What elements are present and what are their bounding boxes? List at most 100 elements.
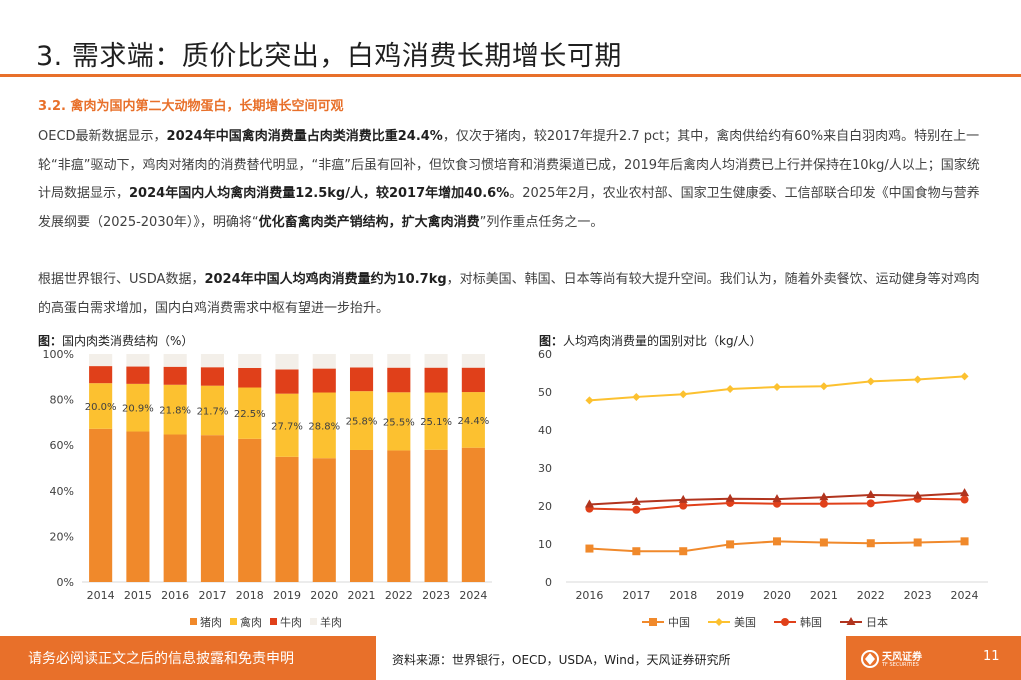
title-divider bbox=[0, 74, 1021, 77]
bar-segment bbox=[238, 367, 262, 388]
data-point bbox=[913, 375, 922, 384]
x-tick-label: 2019 bbox=[273, 589, 301, 602]
data-label: 20.0% bbox=[85, 402, 117, 413]
bar-segment bbox=[312, 368, 336, 393]
meat-structure-chart: 0% 20% 40% 60% 80% 100% 20.0% 2014 20.9% 2015 21.8… bbox=[43, 348, 492, 629]
x-tick-label: 2022 bbox=[857, 589, 885, 602]
x-tick-label: 2016 bbox=[161, 589, 189, 602]
bar-segment bbox=[387, 354, 411, 368]
data-point bbox=[773, 537, 781, 546]
y-tick-label: 20 bbox=[538, 500, 552, 513]
data-label: 25.8% bbox=[346, 417, 378, 428]
figure-2-title: 图：人均鸡肉消费量的国别对比（kg/人） bbox=[539, 332, 762, 349]
bar-segment bbox=[349, 367, 374, 392]
bar-segment bbox=[461, 354, 485, 368]
bar-segment bbox=[461, 367, 485, 393]
data-label: 28.8% bbox=[308, 421, 340, 432]
bar-segment bbox=[200, 435, 225, 582]
y-tick-label: 30 bbox=[538, 462, 552, 475]
bar-segment bbox=[126, 354, 150, 367]
bar-segment bbox=[424, 367, 448, 393]
data-label: 25.5% bbox=[383, 417, 415, 428]
y-tick-label: 40 bbox=[538, 424, 552, 437]
bar-segment bbox=[349, 449, 374, 582]
x-tick-label: 2024 bbox=[459, 589, 487, 602]
x-tick-label: 2019 bbox=[716, 589, 744, 602]
figure-2-caption: 人均鸡肉消费量的国别对比（kg/人） bbox=[563, 334, 762, 348]
legend-swatch bbox=[190, 618, 197, 625]
data-point bbox=[866, 377, 875, 386]
logo-subtitle: TF SECURITIES bbox=[882, 662, 919, 668]
x-tick-label: 2015 bbox=[124, 589, 152, 602]
bar-segment bbox=[200, 385, 225, 436]
data-point bbox=[725, 493, 735, 502]
x-tick-label: 2018 bbox=[669, 589, 697, 602]
x-tick-label: 2017 bbox=[622, 589, 650, 602]
y-tick-label: 50 bbox=[538, 386, 552, 399]
data-point bbox=[632, 392, 641, 401]
paragraph1-run: 2024年国内人均禽肉消费量12.5kg/人，较2017年增加40.6% bbox=[129, 186, 510, 201]
data-point bbox=[679, 501, 688, 510]
data-point bbox=[585, 544, 594, 553]
footer-source: 资料来源：世界银行，OECD，USDA，Wind，天风证券研究所 bbox=[392, 653, 731, 667]
figure-2-label: 图： bbox=[539, 334, 564, 348]
figure-1-label: 图： bbox=[38, 334, 63, 348]
bar-segment bbox=[126, 383, 150, 432]
data-point bbox=[819, 538, 828, 547]
paragraph1-run: 。2025年2月，农业农村部、国家卫生健康委、工信部联合印发《中国食物与营养发展… bbox=[38, 186, 980, 230]
paragraph1-run: ，仅次于猪肉，较2017年提升2.7 pct；其中，禽肉供给约有60%来自白羽肉… bbox=[38, 129, 980, 201]
legend-label: 禽肉 bbox=[240, 615, 262, 629]
bar-segment bbox=[461, 392, 485, 448]
y-tick-label: 0 bbox=[545, 576, 552, 589]
bar-segment bbox=[200, 367, 225, 386]
page-title: 3. 需求端：质价比突出，白鸡消费长期增长可期 bbox=[36, 41, 622, 72]
data-point bbox=[819, 499, 828, 508]
legend-marker bbox=[649, 618, 657, 626]
tf-securities-logo bbox=[861, 650, 879, 668]
y-tick-label: 60 bbox=[538, 348, 552, 361]
y-tick-label: 10 bbox=[538, 538, 552, 551]
data-label: 21.8% bbox=[159, 406, 191, 417]
bar-segment bbox=[312, 458, 336, 582]
bar-segment bbox=[89, 428, 113, 582]
paragraph-1: OECD最新数据显示，2024年中国禽肉消费量占肉类消费比重24.4%，仅次于猪… bbox=[38, 123, 988, 237]
data-point bbox=[913, 538, 922, 547]
bar-segment bbox=[89, 383, 113, 429]
data-point bbox=[960, 488, 970, 497]
data-point bbox=[726, 384, 735, 393]
paragraph-2: 根据世界银行、USDA数据，2024年中国人均鸡肉消费量约为10.7kg，对标美… bbox=[38, 266, 988, 323]
figure-1-title: 图：国内肉类消费结构（%） bbox=[38, 332, 193, 349]
y-tick-label: 0% bbox=[57, 576, 74, 589]
footer-brand-bar bbox=[846, 636, 1021, 680]
data-point bbox=[631, 496, 641, 505]
bar-segment bbox=[275, 369, 299, 394]
data-point bbox=[584, 499, 594, 508]
paragraph1-run: 优化畜禽肉类产销结构，扩大禽肉消费 bbox=[258, 214, 480, 230]
legend-label: 牛肉 bbox=[280, 615, 302, 629]
data-label: 27.7% bbox=[271, 421, 303, 432]
bar-segment bbox=[349, 391, 374, 450]
data-label: 20.9% bbox=[122, 404, 154, 415]
legend-swatch bbox=[310, 618, 317, 625]
paragraph2-run: 根据世界银行、USDA数据， bbox=[38, 272, 205, 287]
legend-label: 羊肉 bbox=[320, 615, 342, 629]
paragraph2-run: ，对标美国、韩国、日本等尚有较大提升空间。我们认为，随着外卖餐饮、运动健身等对鸡… bbox=[38, 272, 980, 316]
bar-segment bbox=[126, 431, 150, 582]
x-tick-label: 2023 bbox=[904, 589, 932, 602]
x-tick-label: 2023 bbox=[422, 589, 450, 602]
data-point bbox=[726, 540, 735, 549]
data-point bbox=[866, 539, 875, 548]
data-point bbox=[772, 494, 782, 503]
bar-segment bbox=[387, 392, 411, 451]
data-point bbox=[819, 382, 828, 391]
data-point bbox=[678, 494, 688, 503]
x-tick-label: 2018 bbox=[236, 589, 264, 602]
data-point bbox=[960, 372, 969, 381]
x-tick-label: 2020 bbox=[310, 589, 338, 602]
y-tick-label: 80% bbox=[50, 394, 74, 407]
data-label: 22.5% bbox=[234, 409, 266, 420]
bar-segment bbox=[275, 456, 299, 582]
bar-segment bbox=[163, 366, 187, 385]
bar-segment bbox=[312, 354, 336, 369]
x-tick-label: 2021 bbox=[348, 589, 376, 602]
